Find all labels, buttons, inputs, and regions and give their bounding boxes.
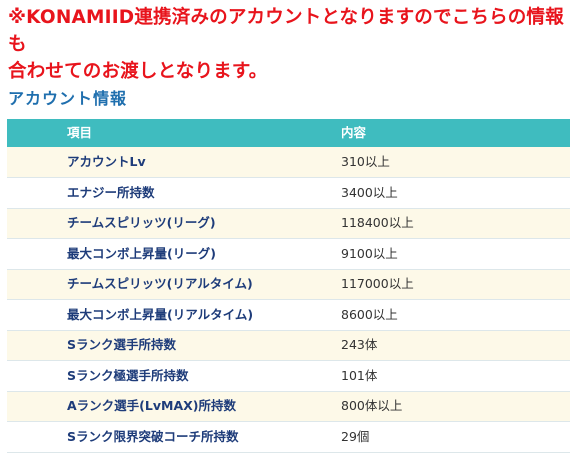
row-value: 118400以上	[341, 215, 414, 231]
row-value: 8600以上	[341, 306, 398, 322]
row-value: 310以上	[341, 154, 390, 169]
notice-line-1: ※KONAMIID連携済みのアカウントとなりますのでこちらの情報も	[8, 7, 564, 55]
row-value: 117000以上	[341, 276, 414, 292]
notice-line-2: 合わせてのお渡しとなります。	[8, 61, 268, 82]
row-item: アカウントLv	[67, 154, 146, 169]
table-row: エナジー所持数 3400以上	[7, 177, 570, 208]
row-item: エナジー所持数	[67, 184, 155, 200]
header-item: 項目	[7, 119, 337, 147]
row-item: チームスピリッツ(リーグ)	[67, 215, 216, 231]
table-row: Sランク極選手所持数 101体	[7, 360, 570, 391]
header-value: 内容	[337, 119, 570, 147]
row-value: 101体	[341, 367, 378, 383]
table-row: Sランク限界突破コーチ所持数 29個	[7, 421, 570, 452]
section-title: アカウント情報	[8, 89, 128, 108]
row-item: Sランク極選手所持数	[67, 367, 189, 383]
row-item: 最大コンボ上昇量(リアルタイム)	[67, 306, 254, 322]
account-info-table: 項目 内容 アカウントLv 310以上 エナジー所持数 3400以上 チームスピ…	[7, 119, 570, 453]
row-item: 最大コンボ上昇量(リーグ)	[67, 245, 216, 261]
row-value: 9100以上	[341, 245, 398, 261]
table-row: チームスピリッツ(リアルタイム) 117000以上	[7, 269, 570, 300]
row-item: チームスピリッツ(リアルタイム)	[67, 276, 253, 292]
table-row: チームスピリッツ(リーグ) 118400以上	[7, 208, 570, 239]
table-row: 最大コンボ上昇量(リーグ) 9100以上	[7, 238, 570, 269]
row-value: 800体以上	[341, 398, 403, 414]
table-header-row: 項目 内容	[7, 119, 570, 147]
notice-text: ※KONAMIID連携済みのアカウントとなりますのでこちらの情報も 合わせてのお…	[8, 4, 570, 85]
row-value: 243体	[341, 337, 378, 353]
table-row: Aランク選手(LvMAX)所持数 800体以上	[7, 391, 570, 422]
row-value: 3400以上	[341, 184, 398, 200]
row-item: Sランク限界突破コーチ所持数	[67, 428, 239, 444]
table-row: アカウントLv 310以上	[7, 147, 570, 178]
row-item: Aランク選手(LvMAX)所持数	[67, 398, 236, 414]
row-value: 29個	[341, 428, 370, 444]
table-row: Sランク選手所持数 243体	[7, 330, 570, 361]
table-row: 最大コンボ上昇量(リアルタイム) 8600以上	[7, 299, 570, 330]
row-item: Sランク選手所持数	[67, 337, 177, 353]
